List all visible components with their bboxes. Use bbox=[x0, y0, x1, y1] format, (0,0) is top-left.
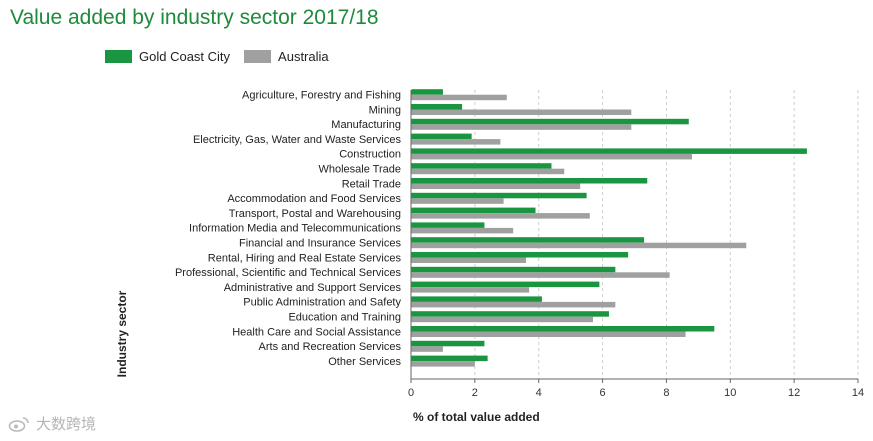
category-label: Wholesale Trade bbox=[318, 164, 401, 176]
watermark-text: 大数跨境 bbox=[36, 416, 97, 433]
x-tick-label-6: 6 bbox=[600, 387, 606, 399]
bar-gold-coast bbox=[411, 296, 542, 302]
legend: Gold Coast City Australia bbox=[105, 49, 343, 64]
bar-australia bbox=[411, 139, 501, 145]
bar-gold-coast bbox=[411, 311, 609, 317]
legend-swatch-gold-coast bbox=[105, 50, 132, 63]
category-label: Rental, Hiring and Real Estate Services bbox=[208, 252, 402, 264]
bar-australia bbox=[411, 153, 692, 160]
x-tick-label-14: 14 bbox=[852, 387, 864, 399]
weibo-logo-icon bbox=[8, 416, 29, 432]
x-tick-label-4: 4 bbox=[536, 387, 542, 399]
bar-gold-coast bbox=[411, 148, 807, 154]
bar-gold-coast bbox=[411, 340, 485, 347]
category-label: Education and Training bbox=[288, 312, 401, 324]
category-label: Transport, Postal and Warehousing bbox=[229, 208, 401, 220]
bar-australia bbox=[411, 242, 747, 249]
bar-australia bbox=[411, 109, 632, 115]
x-axis-title: % of total value added bbox=[413, 410, 540, 424]
bar-australia bbox=[411, 361, 475, 367]
bar-australia bbox=[411, 183, 581, 189]
bar-gold-coast bbox=[411, 281, 600, 288]
bar-gold-coast bbox=[411, 252, 629, 258]
category-label: Information Media and Telecommunications bbox=[189, 223, 401, 235]
chart-title: Value added by industry sector 2017/18 bbox=[10, 6, 379, 29]
bar-australia bbox=[411, 346, 443, 352]
watermark: 大数跨境 bbox=[8, 413, 96, 434]
category-label: Health Care and Social Assistance bbox=[232, 326, 401, 338]
bar-australia bbox=[411, 331, 686, 337]
y-axis-title: Industry sector bbox=[115, 290, 129, 377]
category-label: Public Administration and Safety bbox=[243, 297, 401, 309]
x-tick-label-0: 0 bbox=[408, 387, 414, 399]
bar-australia bbox=[411, 168, 565, 175]
bar-australia bbox=[411, 198, 504, 204]
bar-gold-coast bbox=[411, 355, 488, 362]
category-label: Administrative and Support Services bbox=[224, 282, 402, 294]
bar-australia bbox=[411, 124, 632, 130]
category-label: Other Services bbox=[328, 356, 401, 368]
category-label: Manufacturing bbox=[331, 119, 401, 131]
bar-australia bbox=[411, 213, 590, 219]
bar-gold-coast bbox=[411, 326, 715, 332]
category-label: Construction bbox=[339, 149, 401, 161]
category-label: Accommodation and Food Services bbox=[227, 193, 401, 205]
bar-gold-coast bbox=[411, 222, 485, 228]
bar-gold-coast bbox=[411, 266, 616, 273]
bar-australia bbox=[411, 272, 670, 278]
bar-australia bbox=[411, 94, 507, 101]
legend-label-gold-coast: Gold Coast City bbox=[139, 49, 231, 64]
bar-australia bbox=[411, 301, 616, 308]
category-label: Arts and Recreation Services bbox=[259, 341, 402, 353]
bar-australia bbox=[411, 227, 514, 234]
bar-gold-coast bbox=[411, 207, 536, 214]
bar-australia bbox=[411, 316, 593, 323]
legend-swatch-australia bbox=[244, 50, 272, 63]
bar-gold-coast bbox=[411, 163, 552, 169]
category-label: Professional, Scientific and Technical S… bbox=[175, 267, 402, 279]
bar-gold-coast bbox=[411, 118, 689, 125]
x-tick-label-8: 8 bbox=[663, 387, 669, 399]
bar-gold-coast bbox=[411, 192, 587, 199]
legend-item-gold-coast: Gold Coast City bbox=[105, 49, 230, 64]
bar-gold-coast bbox=[411, 133, 472, 140]
bar-gold-coast bbox=[411, 104, 463, 110]
x-tick-label-12: 12 bbox=[788, 387, 800, 399]
bar-australia bbox=[411, 287, 530, 293]
x-tick-label-10: 10 bbox=[724, 387, 736, 399]
category-label: Agriculture, Forestry and Fishing bbox=[242, 90, 401, 102]
legend-label-australia: Australia bbox=[278, 49, 329, 64]
bar-gold-coast bbox=[411, 237, 645, 243]
bar-australia bbox=[411, 257, 526, 263]
category-label: Mining bbox=[369, 104, 401, 116]
bar-gold-coast bbox=[411, 178, 648, 184]
bar-gold-coast bbox=[411, 89, 443, 95]
category-label: Financial and Insurance Services bbox=[239, 238, 402, 250]
legend-item-australia: Australia bbox=[244, 49, 329, 64]
category-label: Electricity, Gas, Water and Waste Servic… bbox=[193, 134, 402, 146]
category-label: Retail Trade bbox=[342, 178, 401, 190]
x-tick-label-2: 2 bbox=[472, 387, 478, 399]
